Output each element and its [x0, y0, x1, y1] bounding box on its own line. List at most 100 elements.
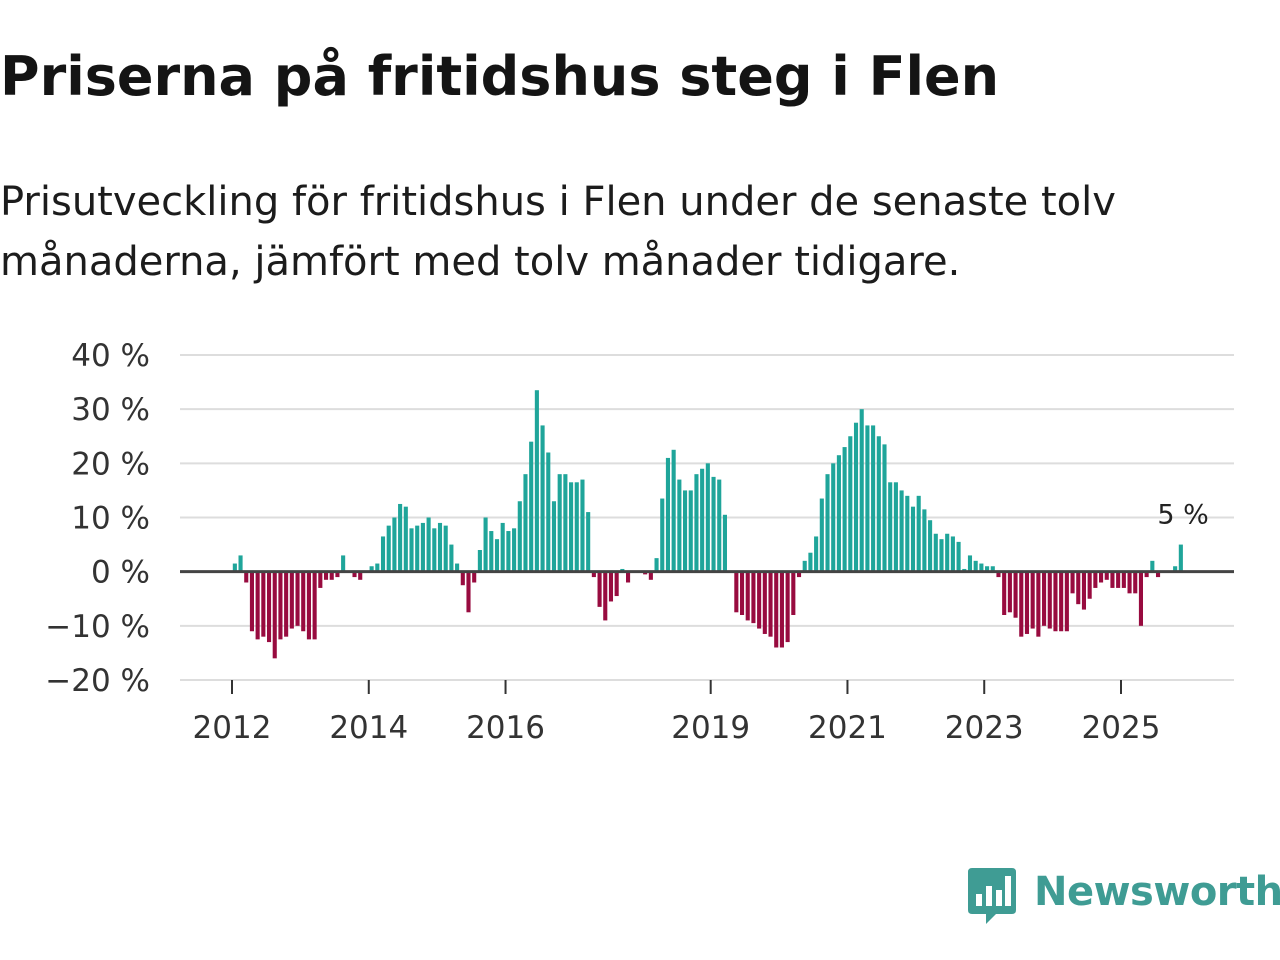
bar — [398, 503, 403, 572]
bar — [266, 571, 272, 643]
bar — [586, 512, 591, 572]
bar — [1144, 571, 1149, 578]
x-tick-label: 2021 — [808, 710, 887, 746]
bar — [814, 536, 819, 572]
bar — [295, 571, 300, 626]
bar — [956, 541, 961, 572]
bar — [1133, 571, 1138, 594]
bar — [1087, 571, 1092, 599]
bar — [939, 539, 944, 572]
bar — [380, 536, 386, 572]
bar — [996, 571, 1001, 578]
bar — [614, 571, 619, 597]
bar — [660, 498, 665, 572]
bar — [808, 552, 813, 572]
bar — [1070, 571, 1075, 594]
bar — [403, 506, 408, 572]
bar — [779, 571, 784, 648]
bar — [489, 531, 494, 572]
bar — [768, 571, 773, 637]
bar — [819, 498, 824, 572]
bar — [437, 522, 443, 572]
bar — [244, 571, 249, 583]
bar — [1007, 571, 1012, 613]
bar — [466, 571, 471, 613]
bar — [608, 571, 614, 602]
bar — [762, 571, 767, 634]
bar — [922, 509, 927, 572]
bar — [648, 571, 653, 580]
last-value-label: 5 % — [1157, 500, 1208, 531]
bar — [688, 490, 693, 572]
bar — [323, 571, 329, 580]
bar — [375, 563, 380, 572]
bar — [859, 409, 864, 572]
bar — [757, 571, 762, 629]
bar — [494, 539, 500, 572]
bar — [893, 482, 898, 572]
bar — [1121, 571, 1126, 588]
bar — [1059, 571, 1064, 632]
bar — [1116, 571, 1121, 588]
bar — [534, 390, 539, 572]
bar — [455, 563, 460, 572]
bar — [284, 571, 289, 637]
bar — [1053, 571, 1058, 632]
y-tick-label: 40 % — [71, 338, 150, 374]
bar — [426, 517, 431, 572]
bar-chart: −20 %−10 %0 %10 %20 %30 %40 % 2012 2014 20… — [45, 338, 1234, 746]
bar — [933, 533, 938, 572]
bar — [261, 571, 266, 637]
newsworthy-chart-bubble-icon — [968, 868, 1016, 924]
bar — [705, 463, 710, 572]
bar — [392, 517, 397, 572]
bar — [1013, 571, 1018, 618]
y-axis-tick-labels: −20 % −10 % 0 % 10 % 20 % 30 % 40 % — [45, 338, 150, 699]
bar — [232, 563, 237, 572]
x-tick-label: 2025 — [1082, 710, 1161, 746]
page-title: Priserna på fritidshus steg i Flen — [0, 45, 1000, 108]
bar — [483, 517, 488, 572]
x-tick-label: 2019 — [671, 710, 750, 746]
bar — [512, 528, 517, 572]
bar — [312, 571, 317, 640]
bar — [306, 571, 311, 640]
bar — [888, 482, 893, 572]
bar — [882, 444, 887, 572]
bar — [751, 571, 756, 624]
bar — [848, 436, 853, 572]
bar — [985, 566, 990, 572]
bar — [540, 425, 545, 572]
bar — [517, 501, 522, 572]
bar — [249, 571, 254, 632]
bar — [272, 571, 277, 659]
bar — [341, 555, 346, 572]
y-tick-label: 20 % — [71, 446, 150, 482]
bar — [1081, 571, 1087, 610]
bar — [853, 422, 859, 572]
bar — [677, 479, 682, 572]
bar — [831, 463, 836, 572]
bar — [774, 571, 779, 648]
bar — [238, 555, 243, 572]
bar — [865, 425, 870, 572]
bar — [1155, 571, 1161, 578]
bar — [500, 522, 505, 572]
bar — [1127, 571, 1132, 594]
x-axis-ticks: 2012 2014 2016 2019 2021 2023 2025 — [193, 680, 1161, 746]
bar — [472, 571, 477, 583]
bar — [967, 555, 973, 572]
bar — [722, 514, 727, 572]
bar — [745, 571, 750, 621]
x-tick-label: 2012 — [193, 710, 272, 746]
bar — [734, 571, 739, 613]
bar — [950, 536, 955, 572]
bar — [825, 474, 830, 572]
bar — [1036, 571, 1041, 637]
bar — [352, 571, 357, 578]
bar — [1047, 571, 1052, 629]
bar — [1042, 571, 1047, 626]
bar — [529, 441, 534, 572]
newsworthy-logo: Newsworthy — [964, 864, 1280, 928]
bar — [796, 571, 802, 578]
